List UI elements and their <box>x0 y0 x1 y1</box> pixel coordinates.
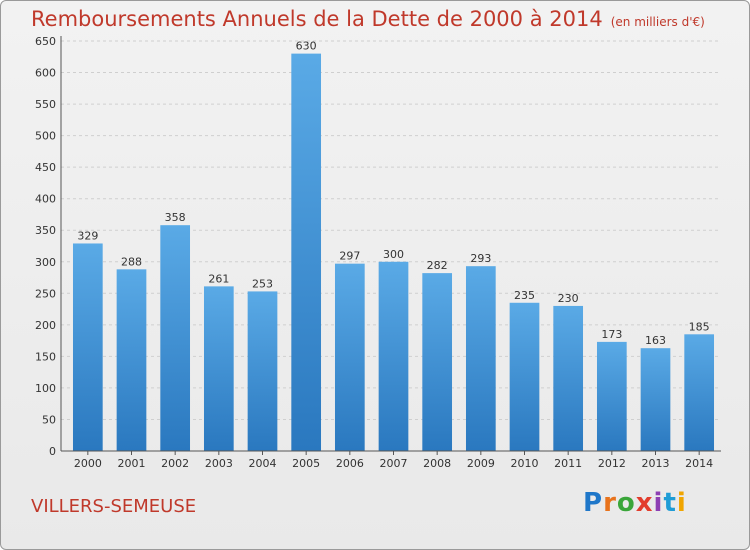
y-tick-label: 450 <box>35 161 56 174</box>
bar-2010[interactable] <box>509 302 540 451</box>
bar-2005[interactable] <box>291 53 322 451</box>
x-tick-label-2003: 2003 <box>205 457 233 470</box>
value-label-2013: 163 <box>645 334 666 347</box>
logo-letter: i <box>653 488 664 518</box>
x-tick-label-2007: 2007 <box>380 457 408 470</box>
logo-letter: o <box>616 488 636 518</box>
chart-title-text: Remboursements Annuels de la Dette de 20… <box>31 7 603 31</box>
bar-2004[interactable] <box>247 291 278 451</box>
bar-2003[interactable] <box>203 286 234 451</box>
commune-name: VILLERS-SEMEUSE <box>31 496 197 517</box>
x-tick-label-2009: 2009 <box>467 457 495 470</box>
value-label-2004: 253 <box>252 277 273 290</box>
x-tick-label-2010: 2010 <box>511 457 539 470</box>
y-tick-label: 50 <box>42 413 56 426</box>
bar-2014[interactable] <box>684 334 715 451</box>
logo-letter: i <box>676 488 687 518</box>
bar-2008[interactable] <box>422 273 453 451</box>
x-tick-label-2006: 2006 <box>336 457 364 470</box>
y-tick-label: 600 <box>35 67 56 80</box>
value-label-2008: 282 <box>427 259 448 272</box>
bars: 329 288 358 261 253 630 297 300 282 293 235 230 173 1… <box>72 40 715 451</box>
y-tick-label: 500 <box>35 130 56 143</box>
value-label-2014: 185 <box>689 320 710 333</box>
x-tick-label-2000: 2000 <box>74 457 102 470</box>
y-tick-label: 350 <box>35 224 56 237</box>
y-tick-label: 650 <box>35 35 56 48</box>
bar-2007[interactable] <box>378 261 409 451</box>
x-tick-label-2011: 2011 <box>554 457 582 470</box>
logo-letter: r <box>603 488 617 518</box>
x-tick-label-2005: 2005 <box>292 457 320 470</box>
value-label-2001: 288 <box>121 255 142 268</box>
bar-2011[interactable] <box>553 305 584 451</box>
bar-2012[interactable] <box>596 341 627 451</box>
x-tick-label-2008: 2008 <box>423 457 451 470</box>
y-tick-label: 200 <box>35 319 56 332</box>
bar-2009[interactable] <box>465 266 496 451</box>
x-tick-label-2012: 2012 <box>598 457 626 470</box>
y-tick-label: 150 <box>35 350 56 363</box>
logo-letter: t <box>663 488 677 518</box>
bar-2013[interactable] <box>640 348 671 451</box>
x-tick-label-2014: 2014 <box>685 457 713 470</box>
value-label-2002: 358 <box>165 211 186 224</box>
bar-2002[interactable] <box>160 225 191 451</box>
y-tick-label: 0 <box>49 445 56 458</box>
value-label-2003: 261 <box>208 272 229 285</box>
x-tick-label-2001: 2001 <box>118 457 146 470</box>
chart-title: Remboursements Annuels de la Dette de 20… <box>31 7 705 31</box>
x-tick-label-2004: 2004 <box>249 457 277 470</box>
y-tick-label: 300 <box>35 256 56 269</box>
axes: 0 50 100 150 200 250 300 350 400 450 500 550 600 650 2… <box>35 35 721 470</box>
bar-2001[interactable] <box>116 269 147 451</box>
chart-unit: (en milliers d'€) <box>610 15 705 29</box>
value-label-2000: 329 <box>77 229 98 242</box>
value-label-2005: 630 <box>296 40 317 53</box>
x-tick-label-2013: 2013 <box>642 457 670 470</box>
logo-letter: P <box>583 488 604 518</box>
proxiti-logo[interactable]: Proxiti <box>583 488 687 518</box>
value-label-2007: 300 <box>383 248 404 261</box>
value-label-2012: 173 <box>601 328 622 341</box>
x-tick-label-2002: 2002 <box>161 457 189 470</box>
value-label-2006: 297 <box>339 250 360 263</box>
value-label-2011: 230 <box>558 292 579 305</box>
value-label-2010: 235 <box>514 289 535 302</box>
y-tick-label: 100 <box>35 382 56 395</box>
y-tick-label: 400 <box>35 193 56 206</box>
y-tick-label: 250 <box>35 287 56 300</box>
y-tick-label: 550 <box>35 98 56 111</box>
bar-2006[interactable] <box>334 263 365 451</box>
logo-letter: x <box>635 488 654 518</box>
value-label-2009: 293 <box>470 252 491 265</box>
bar-2000[interactable] <box>72 243 103 451</box>
bar-chart: 329 288 358 261 253 630 297 300 282 293 235 230 173 1… <box>35 35 721 470</box>
